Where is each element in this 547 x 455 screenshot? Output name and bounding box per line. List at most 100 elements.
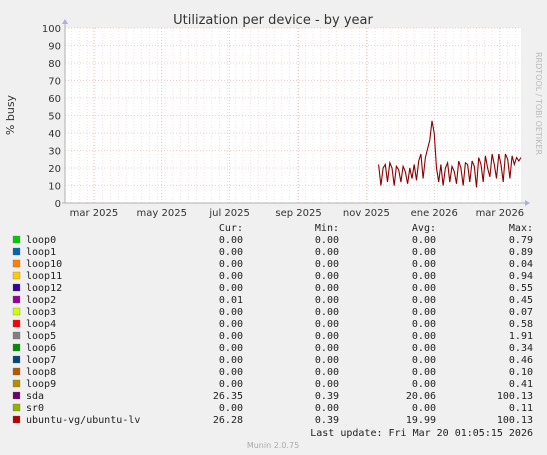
legend-avg: 0.00 bbox=[412, 271, 436, 282]
legend-swatch bbox=[12, 259, 21, 268]
x-axis-arrow bbox=[525, 200, 530, 206]
legend-row: loop3 0.00 0.00 0.00 0.07 bbox=[12, 307, 533, 318]
legend-row: loop0 0.00 0.00 0.00 0.79 bbox=[12, 235, 533, 246]
legend-swatch bbox=[12, 391, 21, 400]
legend-cur: 0.00 bbox=[219, 319, 243, 330]
legend-cur: 0.00 bbox=[219, 235, 243, 246]
legend-max: 0.07 bbox=[509, 307, 533, 318]
x-tick-label: nov 2025 bbox=[343, 208, 390, 219]
legend-min: 0.00 bbox=[315, 355, 339, 366]
legend-cur: 0.00 bbox=[219, 307, 243, 318]
legend-min: 0.39 bbox=[315, 391, 339, 402]
legend-max: 100.13 bbox=[497, 391, 533, 402]
legend-max: 0.46 bbox=[509, 355, 533, 366]
legend-name: loop7 bbox=[26, 355, 56, 366]
legend-min: 0.00 bbox=[315, 259, 339, 270]
x-tick-label: mar 2026 bbox=[476, 208, 525, 219]
legend-cur: 0.00 bbox=[219, 283, 243, 294]
rrdtool-credit: RRDTOOL / TOBI OETIKER bbox=[534, 52, 543, 155]
legend-row: sr0 0.00 0.00 0.00 0.11 bbox=[12, 403, 533, 414]
legend-row: sda 26.35 0.39 20.06 100.13 bbox=[12, 391, 533, 402]
legend-row: loop5 0.00 0.00 0.00 1.91 bbox=[12, 331, 533, 342]
legend-row: loop4 0.00 0.00 0.00 0.58 bbox=[12, 319, 533, 330]
x-tick-label: may 2025 bbox=[137, 208, 187, 219]
legend-min: 0.39 bbox=[315, 415, 339, 426]
legend-min: 0.00 bbox=[315, 295, 339, 306]
legend-avg: 0.00 bbox=[412, 307, 436, 318]
y-tick-label: 50 bbox=[48, 112, 61, 123]
legend-min: 0.00 bbox=[315, 319, 339, 330]
legend-cur: 0.00 bbox=[219, 403, 243, 414]
grid bbox=[65, 27, 521, 203]
legend-name: loop10 bbox=[26, 259, 62, 270]
legend-row: loop9 0.00 0.00 0.00 0.41 bbox=[12, 379, 533, 390]
legend-swatch bbox=[12, 343, 21, 352]
legend-cur: 0.00 bbox=[219, 355, 243, 366]
legend-cur: 0.00 bbox=[219, 259, 243, 270]
legend-header-avg: Avg: bbox=[412, 223, 436, 234]
legend-min: 0.00 bbox=[315, 307, 339, 318]
legend-cur: 0.00 bbox=[219, 331, 243, 342]
legend-name: loop12 bbox=[26, 283, 62, 294]
legend-avg: 0.00 bbox=[412, 247, 436, 258]
y-tick-label: 30 bbox=[48, 147, 61, 158]
y-tick-label: 70 bbox=[48, 77, 61, 88]
legend-row: loop6 0.00 0.00 0.00 0.34 bbox=[12, 343, 533, 354]
y-tick-label: 40 bbox=[48, 129, 61, 140]
x-tick-label: sep 2025 bbox=[275, 208, 321, 219]
legend-swatch bbox=[12, 403, 21, 412]
legend-min: 0.00 bbox=[315, 403, 339, 414]
legend-avg: 19.99 bbox=[406, 415, 436, 426]
legend-max: 0.10 bbox=[509, 367, 533, 378]
legend-name: sda bbox=[26, 391, 44, 402]
y-tick-label: 0 bbox=[55, 199, 61, 210]
legend-avg: 0.00 bbox=[412, 403, 436, 414]
legend-swatch bbox=[12, 295, 21, 304]
legend-name: loop1 bbox=[26, 247, 56, 258]
legend-avg: 0.00 bbox=[412, 355, 436, 366]
legend-cur: 0.00 bbox=[219, 343, 243, 354]
legend-min: 0.00 bbox=[315, 235, 339, 246]
legend-swatch bbox=[12, 415, 21, 424]
legend-avg: 0.00 bbox=[412, 259, 436, 270]
legend-cur: 26.35 bbox=[213, 391, 243, 402]
y-tick-label: 10 bbox=[48, 182, 61, 193]
y-tick-label: 100 bbox=[42, 24, 61, 35]
legend-avg: 0.00 bbox=[412, 367, 436, 378]
legend-max: 0.34 bbox=[509, 343, 533, 354]
legend-row: ubuntu-vg/ubuntu-lv 26.28 0.39 19.99 100.13 bbox=[12, 415, 533, 426]
legend-name: loop6 bbox=[26, 343, 56, 354]
legend-swatch bbox=[12, 331, 21, 340]
legend-cur: 26.28 bbox=[213, 415, 243, 426]
legend-max: 100.13 bbox=[497, 415, 533, 426]
legend-swatch bbox=[12, 379, 21, 388]
legend-avg: 0.00 bbox=[412, 295, 436, 306]
legend: Cur: Min: Avg: Max:loop0 0.00 0.00 0.00 0.79loo… bbox=[12, 223, 533, 426]
legend-avg: 20.06 bbox=[406, 391, 436, 402]
y-axis-label: % busy bbox=[4, 94, 17, 135]
legend-name: loop11 bbox=[26, 271, 62, 282]
legend-max: 0.41 bbox=[509, 379, 533, 390]
axes bbox=[62, 19, 530, 206]
legend-min: 0.00 bbox=[315, 331, 339, 342]
legend-swatch bbox=[12, 271, 21, 280]
y-axis-ticks: 0 10 20 30 40 50 60 70 80 90 100 bbox=[42, 24, 61, 210]
legend-min: 0.00 bbox=[315, 379, 339, 390]
legend-row: loop2 0.01 0.00 0.00 0.45 bbox=[12, 295, 533, 306]
last-update: Last update: Fri Mar 20 01:05:15 2026 bbox=[310, 428, 533, 439]
legend-name: loop0 bbox=[26, 235, 56, 246]
legend-name: loop5 bbox=[26, 331, 56, 342]
legend-name: loop2 bbox=[26, 295, 56, 306]
legend-avg: 0.00 bbox=[412, 331, 436, 342]
y-tick-label: 20 bbox=[48, 164, 61, 175]
legend-row: loop11 0.00 0.00 0.00 0.94 bbox=[12, 271, 533, 282]
legend-header-max: Max: bbox=[509, 223, 533, 234]
legend-min: 0.00 bbox=[315, 283, 339, 294]
legend-row: loop7 0.00 0.00 0.00 0.46 bbox=[12, 355, 533, 366]
legend-avg: 0.00 bbox=[412, 319, 436, 330]
legend-max: 0.94 bbox=[509, 271, 533, 282]
series-line-sda bbox=[378, 120, 522, 188]
legend-max: 0.11 bbox=[509, 403, 533, 414]
legend-header-cur: Cur: bbox=[219, 223, 243, 234]
